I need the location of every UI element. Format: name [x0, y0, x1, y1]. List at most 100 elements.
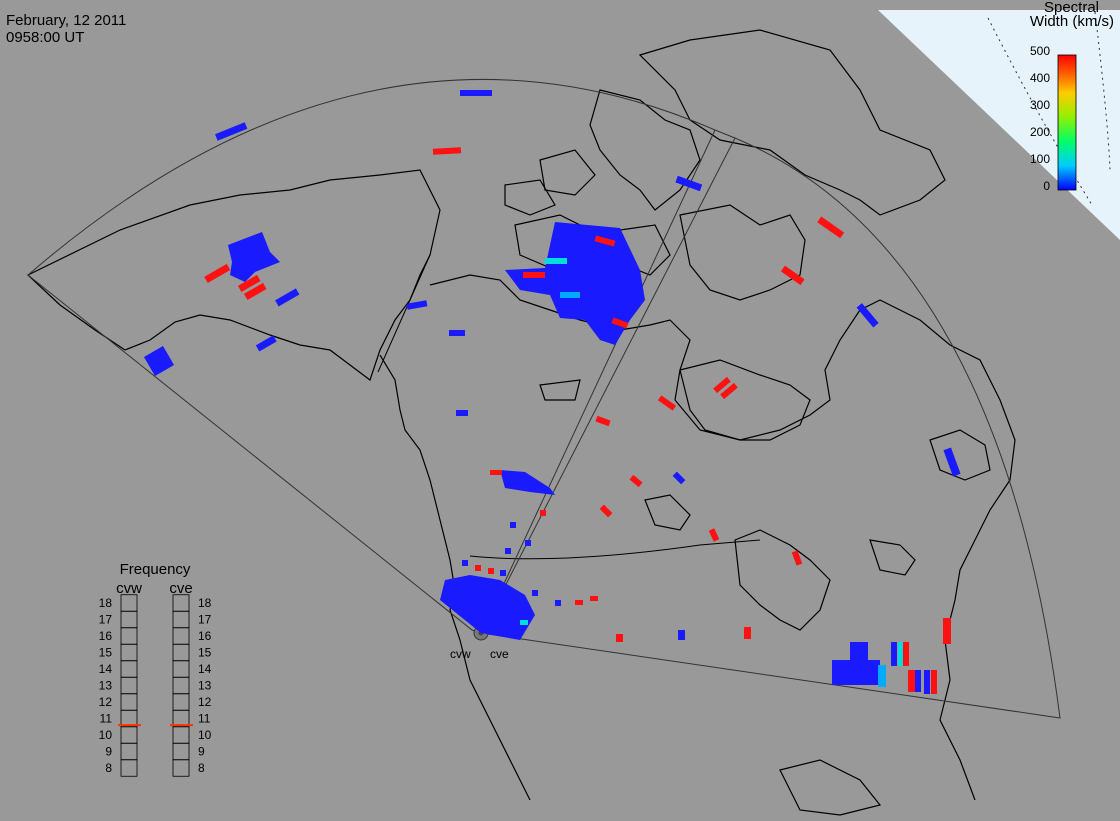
- colorbar-tick: 100: [1030, 152, 1050, 166]
- ellesmere-island: [589, 89, 701, 211]
- echo-cell: [488, 568, 494, 574]
- echo-cell: [708, 528, 720, 542]
- echo-cell: [237, 274, 261, 292]
- frequency-tick-left-7: 11: [100, 712, 113, 726]
- echo-cell: [590, 596, 598, 601]
- echo-cell: [657, 395, 677, 411]
- great-lakes: [869, 539, 916, 576]
- frequency-tick-left-1: 17: [99, 613, 113, 627]
- echo-cell: [678, 630, 685, 640]
- greenland-coast: [638, 29, 946, 216]
- echo-block: [915, 670, 921, 692]
- echo-cell: [275, 288, 300, 307]
- frequency-tick-right-9: 9: [198, 745, 205, 759]
- echo-block: [908, 670, 915, 692]
- colorbar-tick: 400: [1030, 71, 1050, 85]
- colorbar: Spectral Width (km/s) 500 400 300 200 10…: [1030, 0, 1114, 193]
- arctic-island: [504, 179, 556, 216]
- frequency-tick-left-4: 14: [99, 662, 113, 676]
- echo-cell: [555, 600, 561, 606]
- great-slave-lake: [539, 379, 581, 401]
- echo-cell: [449, 330, 465, 336]
- political-boundaries: [377, 254, 761, 560]
- echo-cell: [432, 147, 462, 155]
- echo-cell: [744, 627, 751, 639]
- great-lakes: [734, 529, 831, 631]
- echo-cell: [575, 600, 583, 605]
- frequency-tick-right-3: 15: [198, 646, 212, 660]
- frequency-tick-right-8: 10: [198, 728, 212, 742]
- echo-cell: [856, 303, 879, 328]
- echo-cell: [595, 415, 611, 427]
- echo-block: [850, 642, 868, 664]
- colorbar-tick: 500: [1030, 44, 1050, 58]
- echo-cell: [520, 620, 528, 625]
- echo-cell: [510, 522, 516, 528]
- colorbar-tick: 300: [1030, 98, 1050, 112]
- arctic-island: [539, 149, 596, 196]
- latitude-circle: [1094, 11, 1111, 171]
- frequency-scale-cell: [120, 759, 138, 777]
- echo-cell: [629, 474, 643, 488]
- colorbar-tick: 0: [1043, 179, 1050, 193]
- frequency-title: Frequency: [120, 561, 191, 578]
- echo-cell: [460, 90, 492, 96]
- echo-cell: [599, 504, 613, 518]
- date-label: February, 12 2011: [6, 12, 126, 29]
- echo-block: [903, 642, 909, 666]
- radar-label-cvw: cvw: [450, 647, 471, 661]
- echo-cell: [525, 540, 531, 546]
- cvw-east-edge: [480, 129, 716, 634]
- echo-cell: [672, 471, 686, 485]
- echo-cell: [523, 272, 545, 278]
- frequency-tick-right-7: 11: [198, 712, 211, 726]
- echo-cell: [490, 470, 502, 475]
- echo-cell: [616, 634, 623, 642]
- pacific-coast: [379, 354, 531, 801]
- echo-cell: [532, 590, 538, 596]
- arctic-echo-cluster: [505, 222, 645, 345]
- radar-fov-outlines: [27, 78, 1061, 719]
- frequency-tick-right-6: 12: [198, 695, 212, 709]
- frequency-tick-left-9: 9: [105, 745, 112, 759]
- coastlines: [26, 29, 1016, 816]
- spectral-width-data: [143, 90, 961, 694]
- lake-winnipeg: [644, 494, 691, 531]
- us-canada-border: [469, 539, 761, 560]
- echo-cell: [611, 317, 629, 329]
- echo-cell: [545, 258, 567, 264]
- baffin-island: [679, 204, 806, 301]
- echo-block: [891, 642, 897, 666]
- colorbar-tick: 200: [1030, 125, 1050, 139]
- frequency-tick-left-2: 16: [99, 629, 113, 643]
- frequency-col-cve: cve: [169, 580, 192, 597]
- frequency-tick-right-0: 18: [198, 596, 212, 610]
- echo-cell: [204, 263, 231, 283]
- echo-cell: [675, 175, 703, 192]
- colorbar-scale: [1057, 54, 1077, 191]
- echo-band: [500, 470, 555, 495]
- alaska-canada-border: [377, 254, 431, 373]
- echo-cell: [713, 376, 731, 394]
- echo-cell: [406, 300, 428, 310]
- echo-cell: [540, 510, 546, 516]
- frequency-tick-left-10: 8: [105, 761, 112, 775]
- frequency-tick-right-2: 16: [198, 629, 212, 643]
- echo-cell: [243, 282, 267, 300]
- frequency-tick-right-4: 14: [198, 662, 212, 676]
- echo-cell: [215, 122, 248, 141]
- echo-cell: [505, 548, 511, 554]
- echo-cell: [943, 618, 951, 644]
- echo-cell: [594, 235, 616, 247]
- frequency-tick-left-3: 15: [99, 646, 113, 660]
- frequency-panel: Frequency cvw cve 18 18 17 17 16 16 15 15 14 14 13…: [99, 561, 212, 777]
- hudson-bay: [679, 359, 811, 441]
- colorbar-unit: Width (km/s): [1030, 13, 1114, 30]
- labrador-coast: [929, 429, 991, 481]
- gulf-coast: [779, 759, 882, 816]
- frequency-scale-cell: [172, 759, 190, 777]
- frequency-tick-left-0: 18: [99, 596, 113, 610]
- cve-west-edge: [480, 137, 736, 634]
- echo-cell: [791, 550, 803, 566]
